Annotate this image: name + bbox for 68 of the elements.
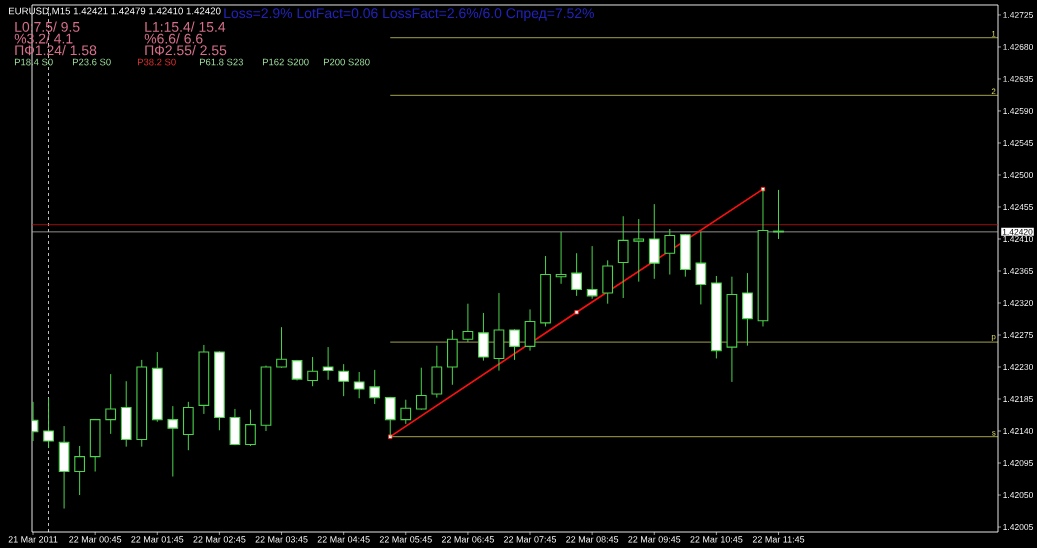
x-tick-label: 22 Mar 07:45 bbox=[504, 536, 557, 543]
x-tick-label: 22 Mar 02:45 bbox=[193, 536, 246, 543]
annotation: P61.8 S23 bbox=[199, 58, 243, 66]
candlestick bbox=[462, 303, 474, 343]
candlestick bbox=[353, 371, 365, 399]
x-tick-label: 22 Mar 01:45 bbox=[131, 536, 184, 543]
y-tick-label: 1.42320 bbox=[1003, 300, 1033, 306]
candlestick bbox=[322, 346, 334, 381]
x-tick-label: 22 Mar 04:45 bbox=[317, 536, 370, 543]
x-tick-label: 22 Mar 10:45 bbox=[690, 536, 743, 543]
candlestick bbox=[664, 228, 676, 276]
annotation: Loss=2.9% LotFact=0.06 LossFact=2.6%/6.0 Спред=7.52% bbox=[224, 7, 594, 21]
annotation: P38.2 S0 bbox=[137, 58, 176, 66]
annotation: %3.2/ 4.1 bbox=[14, 33, 73, 44]
annotation: L0:7.5/ 9.5 bbox=[15, 21, 80, 32]
y-tick-label: 1.42590 bbox=[1003, 107, 1033, 114]
y-tick-label: 1.42725 bbox=[1003, 11, 1033, 18]
x-tick-label: 22 Mar 00:45 bbox=[69, 536, 122, 543]
x-tick-label: 22 Mar 03:45 bbox=[255, 536, 308, 543]
candlestick bbox=[74, 445, 85, 496]
y-tick-label: 1.42275 bbox=[1003, 332, 1033, 338]
candlestick bbox=[307, 356, 318, 387]
y-tick-label: 1.42140 bbox=[1003, 428, 1033, 434]
candlestick bbox=[695, 231, 707, 305]
y-tick-label: 1.42545 bbox=[1003, 139, 1033, 146]
candlestick bbox=[555, 231, 567, 285]
y-tick-label: 1.42455 bbox=[1003, 203, 1033, 210]
candlestick bbox=[571, 252, 582, 297]
ref-line-label: 1.42420 bbox=[1002, 228, 1033, 235]
candlestick bbox=[586, 245, 598, 300]
y-tick-label: 1.42050 bbox=[1003, 492, 1033, 499]
y-tick-label: 1.42005 bbox=[1003, 524, 1033, 531]
annotation: P23.6 S0 bbox=[72, 58, 111, 66]
annotation: L1:15.4/ 15.4 bbox=[145, 21, 226, 32]
y-tick-label: 1.42230 bbox=[1003, 364, 1033, 370]
y-tick-label: 1.42680 bbox=[1003, 43, 1033, 50]
annotation: %6.6/ 6.6 bbox=[144, 33, 203, 44]
chart-title: EURUSD,M15 1.42421 1.42479 1.42410 1.42420 bbox=[9, 7, 221, 16]
annotation: ПФ2.55/ 2.55 bbox=[145, 44, 227, 56]
candlestick bbox=[245, 409, 256, 447]
x-tick-label: 22 Mar 05:45 bbox=[379, 536, 432, 543]
x-tick-label: 22 Mar 08:45 bbox=[566, 536, 619, 543]
point bbox=[574, 310, 579, 315]
annotation: ПФ1.24/ 1.58 bbox=[15, 44, 97, 56]
annotation: P200 S280 bbox=[323, 58, 370, 66]
candlestick bbox=[773, 189, 784, 240]
candlestick bbox=[415, 367, 427, 411]
y-tick-label: 1.42635 bbox=[1003, 75, 1033, 82]
y-tick-label: 1.42095 bbox=[1003, 460, 1033, 467]
candlestick bbox=[338, 363, 350, 397]
annotation: P18.4 S0 bbox=[14, 58, 53, 66]
candlestick bbox=[369, 369, 381, 405]
x-tick-label: 22 Mar 06:45 bbox=[441, 536, 494, 543]
candlestick bbox=[633, 218, 645, 283]
candlestick bbox=[400, 399, 412, 425]
candlestick bbox=[509, 328, 520, 361]
candlestick bbox=[167, 405, 179, 478]
candlestick bbox=[276, 326, 287, 369]
y-tick-label: 1.42185 bbox=[1003, 396, 1033, 402]
x-tick-label: 22 Mar 11:45 bbox=[752, 536, 805, 543]
candlestick bbox=[617, 215, 629, 299]
candlestick bbox=[105, 373, 117, 435]
y-tick-label: 1.42500 bbox=[1003, 171, 1033, 178]
annotation: P162 S200 bbox=[262, 58, 309, 66]
y-tick-label: 1.42365 bbox=[1003, 267, 1033, 274]
x-tick-label: 21 Mar 2011 bbox=[8, 536, 58, 543]
y-tick-label: 1.42410 bbox=[1003, 235, 1033, 242]
x-tick-label: 22 Mar 09:45 bbox=[628, 536, 681, 543]
